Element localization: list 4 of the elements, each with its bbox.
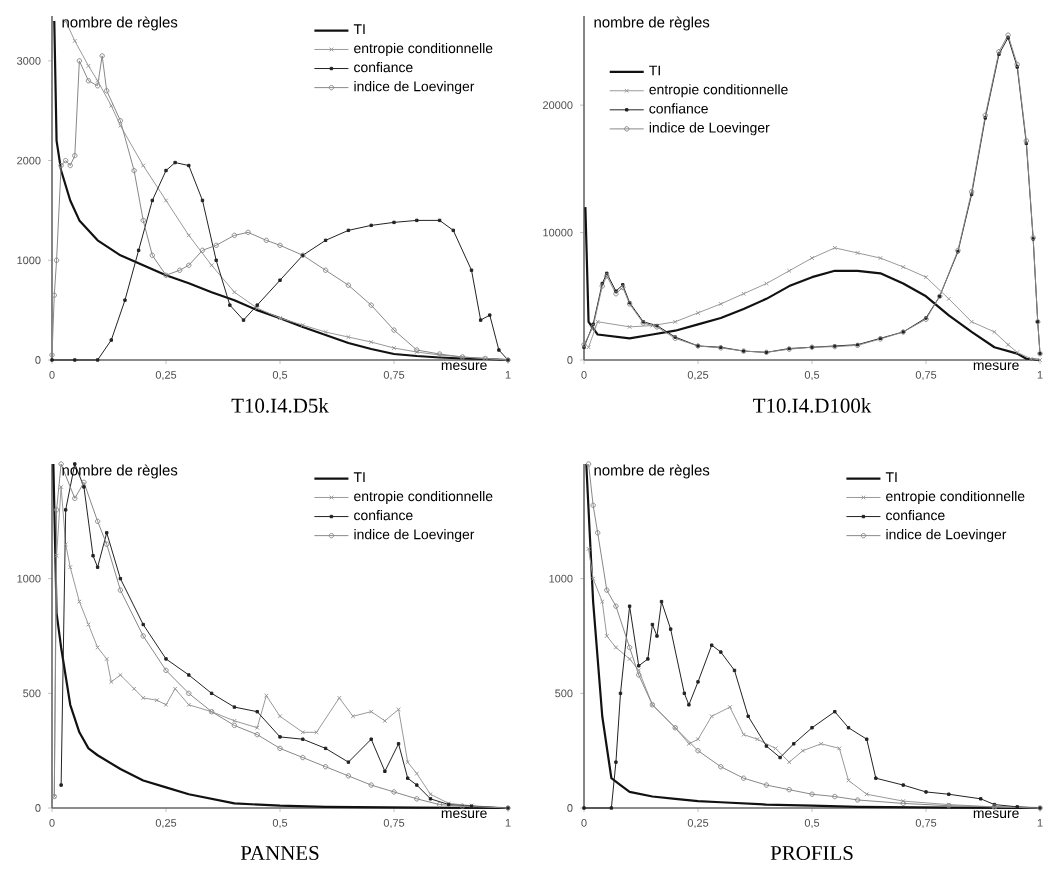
text: T10.I4.D100k <box>753 398 872 413</box>
text: PROFILS <box>770 846 853 861</box>
text: PANNES <box>240 846 319 861</box>
text: T10.I4.D5k <box>231 398 329 413</box>
